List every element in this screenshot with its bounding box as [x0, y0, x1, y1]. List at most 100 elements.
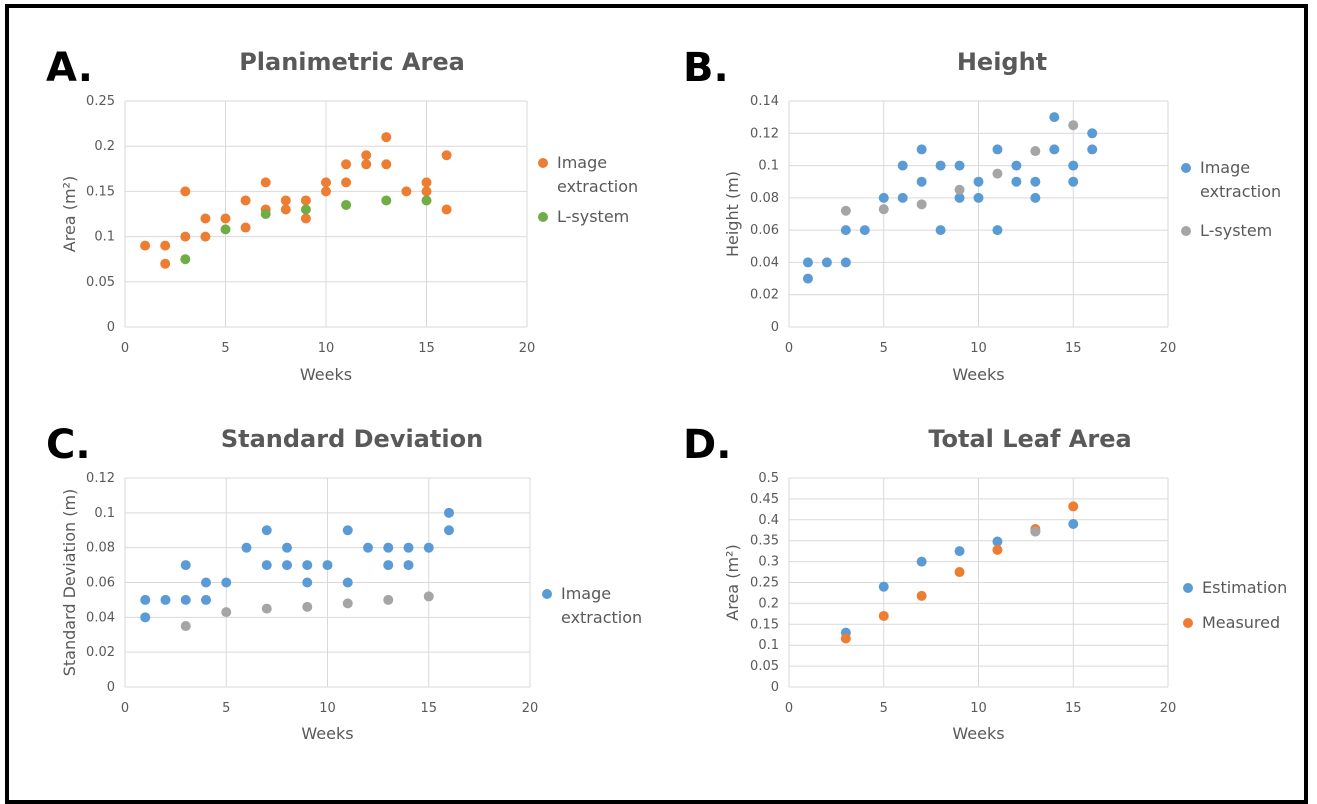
data-point	[321, 186, 331, 197]
data-point	[1068, 518, 1079, 529]
data-point	[840, 225, 851, 236]
panel-letter-c: C.	[46, 422, 91, 468]
data-point	[140, 240, 151, 251]
y-tick-label: 0.14	[750, 94, 779, 109]
data-point	[342, 598, 353, 609]
x-tick-label: 15	[420, 701, 437, 716]
y-tick-label: 0.25	[86, 94, 115, 109]
data-point	[421, 195, 432, 206]
legend-marker	[1183, 583, 1193, 593]
data-point	[280, 204, 291, 215]
data-point	[221, 577, 232, 588]
data-point	[1068, 160, 1079, 171]
y-tick-label: 0.02	[750, 288, 779, 303]
data-point	[992, 544, 1003, 555]
data-point	[300, 204, 311, 215]
data-point	[261, 525, 272, 536]
legend-label: L-system	[1200, 221, 1272, 240]
data-point	[840, 633, 851, 644]
y-tick-label: 0.04	[86, 610, 115, 625]
data-point	[180, 231, 191, 242]
y-tick-label: 0.08	[750, 191, 779, 206]
data-point	[322, 560, 333, 571]
panel-letter-d: D.	[683, 422, 732, 468]
y-tick-label: 0.1	[758, 638, 779, 653]
x-tick-label: 5	[221, 341, 229, 356]
data-point	[300, 195, 311, 206]
data-point	[201, 577, 211, 588]
x-axis-label-b: Weeks	[952, 365, 1004, 384]
data-point	[1068, 501, 1079, 512]
data-point	[282, 560, 292, 571]
y-tick-label: 0	[771, 680, 779, 695]
y-axis-label-d: Area (m²)	[723, 544, 742, 620]
data-point	[302, 601, 313, 612]
y-tick-label: 0.08	[86, 541, 115, 556]
data-point	[220, 213, 231, 224]
data-point	[1087, 144, 1098, 155]
data-point	[1030, 526, 1041, 537]
y-tick-label: 0.15	[750, 617, 779, 632]
y-tick-label: 0	[107, 680, 115, 695]
x-axis-label-a: Weeks	[300, 365, 352, 384]
data-point	[160, 240, 171, 251]
data-point	[261, 603, 272, 614]
y-tick-label: 0.3	[758, 555, 779, 570]
data-point	[383, 560, 394, 571]
data-point	[403, 560, 414, 571]
legend-label: Image	[1200, 158, 1250, 177]
data-point	[444, 525, 454, 536]
data-point	[916, 556, 927, 567]
y-tick-label: 0.05	[750, 659, 779, 674]
data-point	[160, 594, 171, 605]
data-point	[403, 542, 414, 553]
data-point	[859, 225, 870, 236]
data-point	[1030, 176, 1041, 187]
x-axis-label-d: Weeks	[952, 724, 1004, 743]
y-tick-label: 0	[771, 320, 779, 335]
legend-label: Estimation	[1202, 578, 1287, 597]
legend-marker	[1183, 618, 1193, 628]
y-tick-label: 0.45	[750, 492, 779, 507]
x-tick-label: 0	[785, 341, 793, 356]
data-point	[1068, 120, 1079, 131]
data-point	[954, 567, 965, 578]
data-point	[341, 159, 352, 170]
x-tick-label: 5	[222, 701, 230, 716]
data-point	[1011, 176, 1022, 187]
data-point	[423, 591, 434, 602]
panel-d: Total Leaf Area 0 0.05 0.1 0.15 0.2 0.25 0.3 0.3…	[723, 425, 1287, 743]
data-point	[260, 177, 271, 188]
x-tick-label: 20	[1160, 701, 1177, 716]
data-point	[992, 536, 1003, 547]
data-point	[180, 254, 191, 265]
data-point	[240, 222, 251, 233]
data-point	[300, 213, 311, 224]
panel-c: Standard Deviation 0 0.02 0.04 0.06 0.08 0.1 0.…	[60, 425, 642, 743]
data-point	[280, 195, 291, 206]
x-tick-label: 20	[519, 341, 536, 356]
y-tick-label: 0.25	[750, 576, 779, 591]
chart-title-a: Planimetric Area	[239, 48, 465, 76]
x-tick-label: 20	[522, 701, 539, 716]
panel-letter-b: B.	[683, 45, 729, 91]
x-tick-label: 10	[970, 341, 987, 356]
legend-label: Image	[561, 584, 611, 603]
y-tick-label: 0.12	[750, 126, 779, 141]
data-point	[954, 546, 965, 557]
data-point	[1068, 176, 1079, 187]
data-point	[180, 621, 191, 632]
data-point	[444, 507, 454, 518]
legend-label: extraction	[561, 608, 642, 627]
y-tick-label: 0.02	[86, 645, 115, 660]
data-point	[180, 594, 191, 605]
x-tick-label: 10	[318, 341, 335, 356]
x-tick-label: 15	[1065, 701, 1082, 716]
data-point	[840, 205, 851, 216]
data-point	[342, 525, 353, 536]
data-point	[341, 199, 352, 210]
data-point	[992, 168, 1003, 179]
chart-title-d: Total Leaf Area	[928, 425, 1131, 453]
